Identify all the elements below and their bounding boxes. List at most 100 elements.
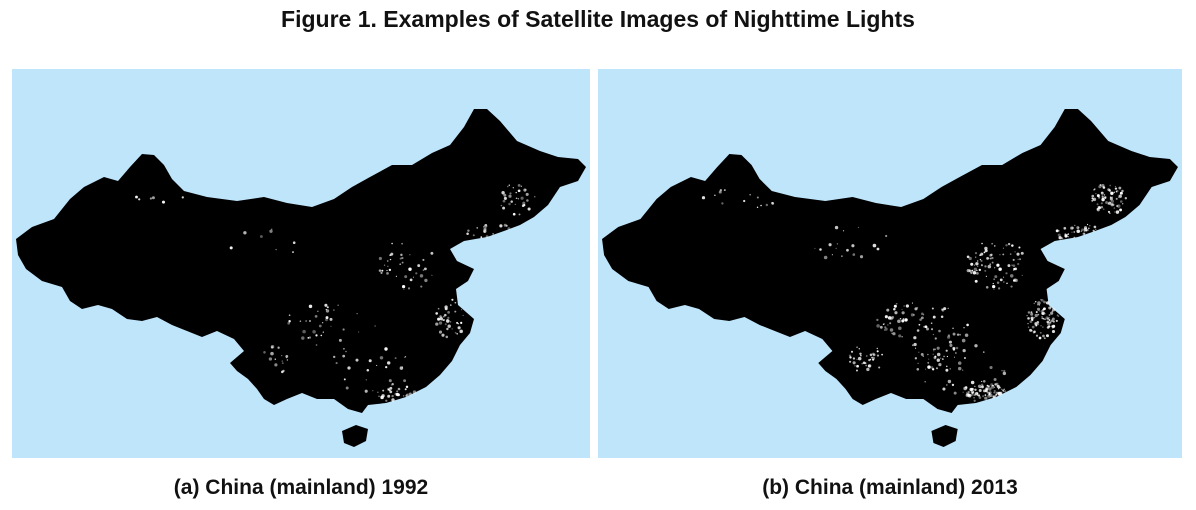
light-speckle [1003,276,1005,278]
light-speckle [457,326,461,330]
light-speckle [993,288,995,290]
light-speckle [312,330,316,334]
light-speckle [270,351,274,356]
light-speckle [970,380,975,385]
light-speckle [281,362,284,365]
figure-title: Figure 1. Examples of Satellite Images o… [281,6,915,32]
light-speckle [765,203,769,207]
light-speckle [483,229,487,233]
light-speckle [1071,231,1073,233]
light-speckle [1027,322,1029,325]
light-speckle [404,356,406,358]
light-speckle [964,333,969,337]
light-speckle [1089,225,1091,227]
light-speckle [962,391,964,393]
light-speckle [1058,230,1060,232]
light-speckle [1073,231,1076,233]
light-speckle [512,212,516,216]
light-speckle [1027,311,1031,314]
light-speckle [1013,279,1016,282]
light-speckle [441,333,445,337]
light-speckle [391,242,393,245]
light-speckle [1052,320,1055,323]
light-speckle [1041,316,1043,318]
light-speckle [959,333,962,336]
light-speckle [1122,203,1124,205]
light-speckle [924,381,926,383]
light-speckle [377,391,379,393]
light-speckle [372,390,374,392]
light-speckle [445,319,450,323]
light-speckle [512,187,514,189]
light-speckle [420,285,423,288]
light-speckle [984,389,988,393]
light-speckle [743,199,746,203]
satellite-image-2013 [598,69,1182,458]
light-speckle [1058,236,1062,240]
light-speckle [1016,252,1020,256]
light-speckle [884,327,888,331]
light-speckle [1076,229,1081,233]
light-speckle [876,318,879,322]
light-speckle [492,232,495,235]
light-speckle [857,356,862,361]
light-speckle [970,262,974,266]
light-speckle [963,326,965,329]
light-speckle [387,265,389,267]
light-speckle [935,367,939,370]
light-speckle [1004,390,1007,393]
light-speckle [1040,299,1042,301]
light-speckle [288,314,291,317]
light-speckle [988,392,990,394]
light-speckle [1103,194,1106,196]
light-speckle [977,394,981,397]
light-speckle [887,316,892,320]
light-speckle [836,243,838,245]
light-speckle [459,329,463,334]
light-speckle [954,352,957,354]
light-speckle [1114,185,1116,187]
light-speckle [749,193,752,196]
light-speckle [852,253,856,256]
light-speckle [401,284,406,289]
light-speckle [1002,247,1005,249]
light-speckle [508,194,512,198]
light-speckle [952,327,954,330]
light-speckle [1077,226,1080,229]
light-speckle [941,308,944,311]
light-speckle [996,384,1000,388]
light-speckle [977,265,979,267]
light-speckle [409,253,411,256]
light-speckle [946,365,948,368]
light-speckle [268,357,273,361]
light-speckle [275,248,277,251]
light-speckle [480,236,483,239]
light-speckle [520,196,524,200]
light-speckle [269,229,273,233]
china-map-2013 [598,69,1182,458]
light-speckle [1064,228,1066,230]
light-speckle [934,348,936,351]
light-speckle [876,324,880,328]
light-speckle [391,394,394,398]
light-speckle [940,315,944,319]
light-speckle [947,335,951,339]
light-speckle [1115,189,1119,193]
light-speckle [397,393,400,397]
light-speckle [846,248,849,252]
light-speckle [508,184,511,186]
light-speckle [988,394,990,396]
hainan-island [342,425,368,447]
light-speckle [1018,246,1021,249]
light-speckle [876,354,880,357]
light-speckle [307,337,310,339]
caption-1992: (a) China (mainland) 1992 [173,476,429,499]
light-speckle [517,189,521,193]
light-speckle [1002,371,1007,376]
light-speckle [330,325,332,327]
light-speckle [447,311,450,314]
light-speckle [889,328,894,332]
light-speckle [1100,191,1104,195]
light-speckle [364,389,368,393]
light-speckle [389,258,392,261]
